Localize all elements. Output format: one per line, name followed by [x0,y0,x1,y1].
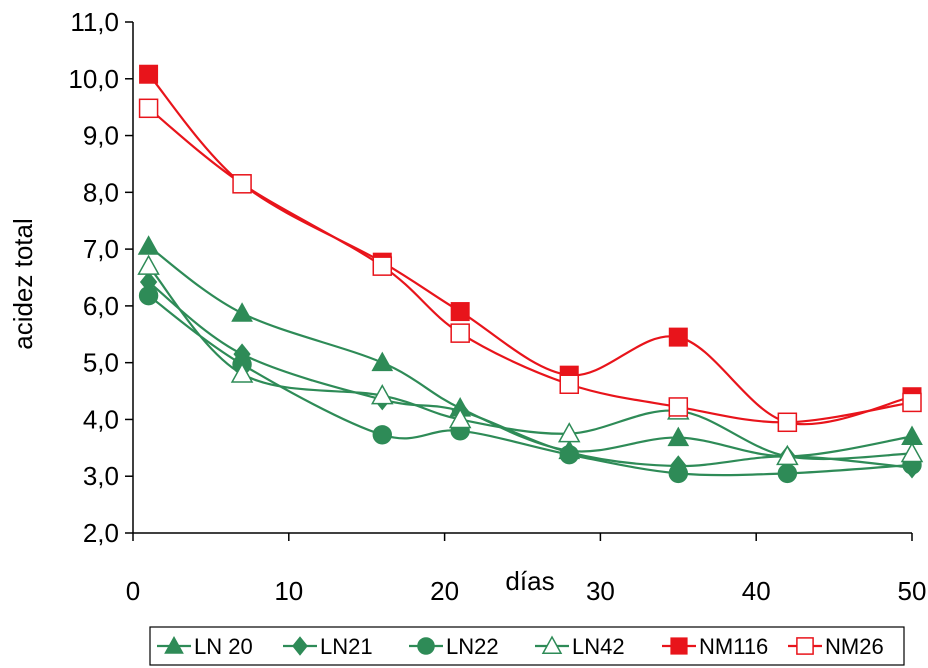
data-point-nm116 [450,302,470,322]
legend-marker [541,635,563,654]
data-point-ln20 [667,426,690,447]
y-tick-label: 9,0 [83,121,119,151]
data-point-ln42 [230,362,254,383]
data-point-nm26 [777,412,798,433]
x-tick-label: 40 [742,576,771,606]
axes: 2,0 3,0 4,0 5,0 6,0 7,0 8,0 9,0 10,0 11,0 0 10 20 30 4… [68,7,926,606]
series-line-nm26 [147,107,913,424]
data-point-ln20 [371,351,394,372]
data-point-nm116 [139,64,159,84]
data-point-ln22 [138,285,159,306]
legend-label: LN22 [446,634,499,659]
series-line-nm116 [147,73,913,426]
y-tick-label: 6,0 [83,291,119,321]
data-point-nm26 [232,174,252,194]
legend-marker [796,637,814,655]
data-point-ln42 [137,254,160,275]
y-tick-label: 4,0 [83,404,119,434]
data-point-nm26 [450,323,470,343]
legend-label: LN 20 [194,634,253,659]
data-point-nm26 [902,392,922,413]
legend-label: LN21 [320,634,373,659]
legend-box [149,626,905,666]
x-tick-label: 10 [274,576,303,606]
y-tick-label: 3,0 [83,461,119,491]
legend-item-ln22: LN22 [409,634,499,659]
data-point-ln22 [372,425,392,445]
y-tick-label: 10,0 [68,64,119,94]
y-tick-label: 7,0 [83,234,119,264]
x-axis-title: días [505,566,554,596]
data-point-nm26 [372,256,393,276]
series-nm26 [138,98,922,433]
data-point-ln42 [900,441,924,463]
y-tick-label: 8,0 [83,177,119,207]
legend-item-ln20: LN 20 [157,634,253,659]
y-tick-label: 2,0 [83,518,119,548]
data-point-ln20 [231,302,253,322]
series-line-ln21 [147,281,913,469]
legend: LN 20 LN21 LN22 LN42 NM116 NM26 [149,626,905,666]
legend-marker [670,637,688,655]
legend-label: LN42 [572,634,625,659]
data-point-nm26 [668,397,689,417]
legend-marker [292,636,308,656]
data-point-nm26 [559,374,579,394]
legend-label: NM116 [699,634,768,659]
data-point-ln42 [371,384,394,405]
series-ln20 [137,235,923,465]
x-tick-label: 50 [898,576,927,606]
y-tick-label: 11,0 [70,7,119,37]
x-tick-label: 30 [586,576,615,606]
x-tick-label: 0 [126,576,140,606]
legend-item-nm26: NM26 [788,634,884,659]
data-point-nm116 [668,327,688,347]
legend-item-ln42: LN42 [535,634,625,659]
y-tick-label: 5,0 [83,348,119,378]
legend-label: NM26 [825,634,884,659]
data-point-nm26 [138,98,159,119]
y-axis-title: acidez total [8,218,38,350]
series-ln21 [139,271,921,479]
legend-marker [164,635,184,654]
data-point-ln22 [777,463,798,484]
legend-item-ln21: LN21 [283,634,373,659]
series-layer [137,64,924,484]
legend-marker [417,637,435,655]
data-point-ln20 [901,425,923,445]
legend-item-nm116: NM116 [662,634,768,659]
data-point-ln42 [448,407,472,429]
data-point-ln20 [137,235,160,255]
series-nm116 [139,64,922,432]
x-tick-label: 20 [430,576,459,606]
data-point-ln42 [557,422,581,443]
data-point-ln22 [668,463,688,484]
data-point-ln42 [776,444,799,466]
data-point-ln22 [559,444,579,465]
series-ln22 [138,285,922,484]
